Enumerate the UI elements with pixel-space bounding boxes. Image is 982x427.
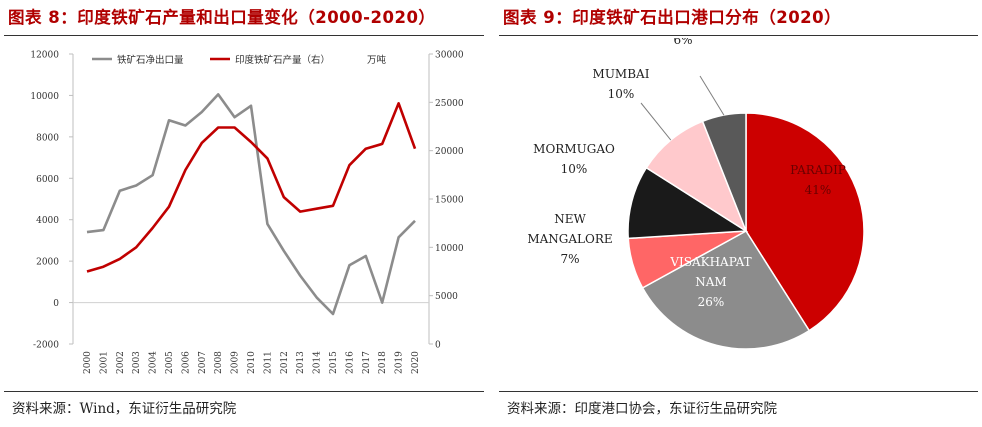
x-tick-label: 2007: [198, 351, 208, 374]
right-title-divider: [499, 35, 978, 36]
x-tick-label: 2010: [247, 351, 257, 374]
left-y-tick-label: 10000: [30, 92, 59, 102]
pie-slice-mormugao: [627, 166, 749, 240]
x-tick-label: 2016: [345, 351, 355, 374]
x-tick-label: 2000: [83, 351, 93, 374]
left-figure: 图表 8：印度铁矿石产量和出口量变化（2000-2020） -2000 0 2000…: [0, 0, 488, 427]
series-line-net-export: [86, 93, 416, 316]
right-y-tick-label: 20000: [435, 147, 464, 157]
left-y-tick-label: 2000: [36, 258, 59, 268]
left-y-tick-label: 12000: [30, 51, 59, 61]
legend-label: 印度铁矿石产量（右）: [235, 54, 330, 66]
right-figure-title: 图表 9：印度铁矿石出口港口分布（2020）: [503, 8, 842, 27]
left-title-divider: [4, 35, 484, 36]
pie-category-label: VISAKHAPAT: [669, 255, 751, 269]
x-tick-label: 2004: [149, 351, 159, 374]
left-y-tick-label: 4000: [36, 216, 59, 226]
x-tick-label: 2011: [263, 351, 273, 374]
right-figure-source: 资料来源：印度港口协会，东证衍生品研究院: [507, 401, 777, 417]
pie-category-label: MANGALORE: [527, 232, 612, 246]
pie-category-label: MORMUGAO: [533, 142, 615, 156]
pie-percent-label: 10%: [608, 87, 635, 101]
x-tick-label: 2013: [296, 351, 306, 374]
pie-slice-mumbai: [645, 120, 748, 233]
x-tick-label: 2009: [231, 351, 241, 374]
right-y-tick-label: 10000: [435, 244, 464, 254]
left-y-tick-label: 8000: [36, 133, 59, 143]
x-tick-label: 2005: [165, 351, 175, 374]
left-figure-title: 图表 8：印度铁矿石产量和出口量变化（2000-2020）: [8, 8, 436, 27]
series-line-production: [86, 102, 417, 273]
pie-category-label: NAM: [695, 275, 726, 289]
right-y-tick-label: 30000: [435, 51, 464, 61]
pie-percent-label: 26%: [698, 295, 725, 309]
x-tick-label: 2008: [214, 351, 224, 374]
pie-chart: PARADIP 41% VISAKHAPAT NAM 26% NEW MANGALORE 7%…: [527, 38, 865, 350]
pie-percent-label: 10%: [561, 162, 588, 176]
line-chart: -2000 0 2000 4000 6000 8000 10000 12000 0 5000 100…: [30, 51, 464, 375]
right-y-tick-label: 5000: [435, 292, 458, 302]
leader-line: [699, 75, 725, 116]
pie-category-label: MUMBAI: [593, 67, 650, 81]
left-y-tick-label: 6000: [36, 175, 59, 185]
x-tick-label: 2012: [280, 351, 290, 374]
left-figure-source: 资料来源：Wind，东证衍生品研究院: [12, 401, 237, 417]
right-figure: 图表 9：印度铁矿石出口港口分布（2020） PARADIP 41% VISAKHA…: [495, 0, 982, 427]
x-tick-label: 2002: [116, 351, 126, 374]
left-source-divider: [4, 391, 484, 392]
x-tick-label: 2001: [99, 351, 109, 374]
x-tick-label: 2019: [395, 351, 405, 374]
right-y-tick-label: 25000: [435, 99, 464, 109]
x-tick-label: 2020: [411, 351, 421, 374]
leader-line: [640, 102, 672, 141]
right-y-tick-label: 15000: [435, 196, 464, 206]
x-tick-label: 2015: [329, 351, 339, 374]
left-y-tick-label: 0: [53, 299, 59, 309]
pie-category-label: PARADIP: [790, 163, 846, 177]
x-tick-label: 2017: [362, 351, 372, 374]
x-tick-label: 2018: [378, 351, 388, 374]
pie-percent-label: 41%: [805, 183, 832, 197]
x-tick-label: 2006: [181, 351, 191, 374]
pie-category-label: NEW: [554, 212, 586, 226]
unit-label: 万吨: [367, 54, 387, 66]
left-y-tick-label: -2000: [33, 341, 59, 351]
pie-percent-label: 7%: [560, 252, 579, 266]
right-y-tick-label: 0: [435, 341, 441, 351]
right-source-divider: [499, 391, 978, 392]
legend-label: 铁矿石净出口量: [117, 54, 184, 66]
pie-slice-visakhapat-nam: [641, 230, 811, 350]
pie-slice-others: [701, 112, 747, 232]
x-tick-label: 2014: [313, 351, 323, 374]
x-tick-label: 2003: [132, 351, 142, 374]
pie-percent-label: 6%: [673, 38, 692, 47]
